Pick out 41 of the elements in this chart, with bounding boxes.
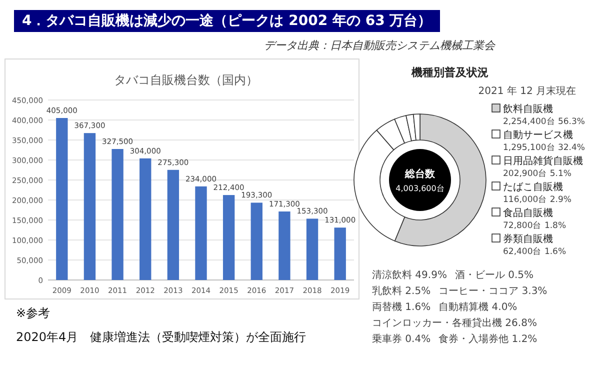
data-label: 116,000台 2.9% [503, 194, 572, 205]
text: ※参考 [16, 305, 50, 322]
bar [250, 202, 262, 280]
legend-label: 飲料自販機 [503, 103, 553, 115]
legend-label: 食品自販機 [503, 207, 553, 219]
text: 2020年4月 健康増進法（受動喫煙対策）が全面施行 [16, 329, 306, 346]
chart-title: タバコ自販機台数（国内） [114, 73, 258, 87]
text: 酒・ビール 0.5% [454, 268, 534, 282]
bar [334, 228, 346, 280]
text: データ出典：日本自動販売システム機械工業会 [264, 38, 495, 53]
text: 食券・入場券他 1.2% [438, 332, 538, 346]
text: 乗車券 0.4% [372, 332, 431, 346]
bar [306, 218, 318, 280]
text: 乳飲料 2.5% [372, 284, 431, 298]
text: コインロッカー・各種貸出機 26.8% [372, 316, 537, 330]
bar [222, 195, 235, 280]
bar [195, 186, 207, 280]
bar [56, 118, 68, 280]
data-label: 202,900台 5.1% [503, 168, 572, 179]
legend-label: 自動サービス機 [503, 129, 573, 141]
bar [167, 170, 180, 280]
text: 総台数 [404, 168, 436, 180]
data-label: 1,295,100台 32.4% [503, 142, 585, 153]
legend-label: 日用品雑貨自販機 [503, 155, 583, 167]
bar [112, 149, 124, 280]
text: 自動精算機 4.0% [438, 300, 518, 314]
text: 4．タバコ自販機は減少の一途（ピークは 2002 年の 63 万台） [14, 10, 440, 32]
chart-title: 機種別普及状況 [410, 66, 488, 79]
text: 4,003,600台 [396, 184, 444, 193]
legend-label: 券類自販機 [503, 233, 553, 245]
bar [84, 133, 96, 280]
data-label: 72,800台 1.8% [503, 220, 566, 231]
text: 清涼飲料 49.9% [372, 268, 447, 282]
text: コーヒー・ココア 3.3% [438, 285, 548, 298]
text: 2021 年 12 月末現在 [478, 85, 576, 97]
text: 両替機 1.6% [372, 300, 431, 314]
bar [278, 211, 290, 280]
data-label: 62,400台 1.6% [503, 246, 566, 257]
data-label: 2,254,400台 56.3% [503, 116, 585, 127]
legend-label: たばこ自販機 [503, 181, 563, 193]
bar [140, 158, 152, 280]
